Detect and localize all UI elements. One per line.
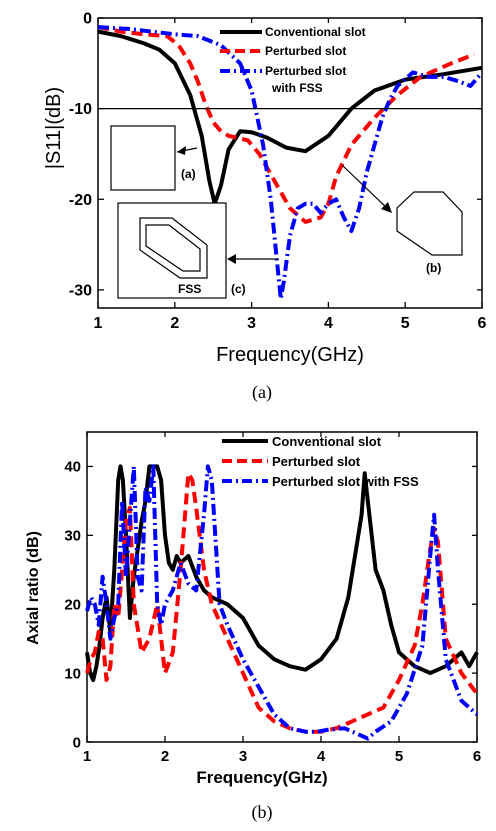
- plot-b-series-line-2: [85, 464, 479, 741]
- legend-b-perturbed: Perturbed slot: [272, 454, 361, 469]
- legend-b-conventional: Conventional slot: [272, 434, 382, 449]
- plot-b-xtick-label: 2: [161, 748, 169, 765]
- inset-a-arrowhead: [177, 146, 186, 155]
- panel-a: 1 2 3 4 5 6 0 -10 -20 -30 (a) (b) FSS (c) Convent…: [43, 11, 487, 403]
- legend-a-fss-line2: with FSS: [271, 81, 323, 95]
- plot-a-xtick-label: 3: [247, 315, 256, 332]
- plot-a-series-line-2: [97, 25, 484, 301]
- legend-a-perturbed: Perturbed slot: [265, 44, 346, 58]
- legend-a-fss-line1: Perturbed slot: [265, 64, 346, 78]
- inset-c-arrowhead: [227, 254, 236, 264]
- plot-b-xtick-label: 5: [395, 748, 403, 765]
- plot-b-xtick-label: 6: [473, 748, 481, 765]
- legend-b-fss: Perturbed slot with FSS: [272, 474, 419, 489]
- plot-b-ticks: 1 2 3 4 5 6 0 10 20 30 40: [64, 432, 481, 765]
- plot-b-xtick-label: 1: [83, 748, 91, 765]
- x-axis-label-b: Frequency(GHz): [196, 768, 327, 787]
- plot-b-frame: [86, 431, 478, 743]
- inset-b-label: (b): [426, 261, 441, 275]
- plot-b-ytick-label: 30: [64, 528, 81, 545]
- plot-b-ytick-label: 10: [64, 665, 81, 682]
- plot-a-frame: [97, 17, 483, 309]
- plot-a-ytick-label: -20: [69, 192, 92, 209]
- plot-a-ticks: 1 2 3 4 5 6 0 -10 -20 -30: [69, 11, 487, 332]
- plot-b-xtick-label: 4: [317, 748, 326, 765]
- y-axis-label-b: Axial ratio (dB): [25, 531, 42, 645]
- y-axis-label-a: |S11|(dB): [43, 87, 65, 169]
- caption-b: (b): [252, 802, 273, 823]
- plot-a-series-line-0: [97, 29, 483, 206]
- inset-fss-inner: [145, 224, 201, 272]
- plot-b-ytick-label: 0: [73, 734, 81, 751]
- inset-b-arrowhead: [381, 202, 392, 213]
- plot-a-series: [97, 25, 484, 301]
- plot-a-xtick-label: 4: [324, 315, 333, 332]
- plot-b-ytick-label: 40: [64, 459, 81, 476]
- caption-a: (a): [252, 382, 272, 403]
- plot-b-series-line-0: [85, 464, 479, 682]
- plot-a-xtick-label: 1: [94, 315, 103, 332]
- plot-a-xtick-label: 5: [401, 315, 410, 332]
- inset-fss-label: FSS: [178, 282, 201, 296]
- inset-perturbed-slot: [396, 191, 463, 256]
- plot-a-series-line-1: [97, 25, 476, 224]
- panel-b: 1 2 3 4 5 6 0 10 20 30 40 Conventional slot Pertur…: [25, 431, 481, 823]
- plot-a-ytick-label: -10: [69, 101, 92, 118]
- plot-a-xtick-label: 2: [170, 315, 179, 332]
- inset-b-arrow: [341, 164, 391, 212]
- plot-b-ytick-label: 20: [64, 596, 81, 613]
- inset-a-label: (a): [181, 167, 196, 181]
- legend-a-conventional: Conventional slot: [265, 25, 366, 39]
- inset-c-label: (c): [231, 282, 246, 296]
- x-axis-label-a: Frequency(GHz): [216, 344, 364, 366]
- plot-b-xtick-label: 3: [239, 748, 247, 765]
- plot-b-series: [85, 464, 479, 741]
- inset-square-slot: [110, 125, 176, 191]
- plot-a-xtick-label: 6: [478, 315, 487, 332]
- plot-a-ytick-label: -30: [69, 282, 92, 299]
- plot-a-ytick-label: 0: [83, 11, 92, 28]
